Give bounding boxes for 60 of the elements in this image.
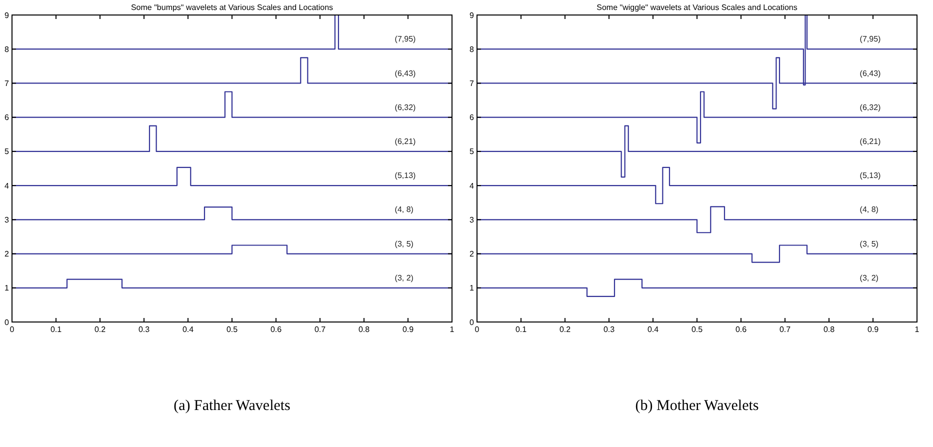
series-label: (7,95) bbox=[394, 34, 416, 44]
y-tick-label: 3 bbox=[470, 215, 475, 224]
x-tick-label: 1 bbox=[914, 325, 920, 334]
x-tick-label: 0.1 bbox=[50, 325, 62, 334]
x-tick-label: 0.2 bbox=[559, 325, 572, 334]
x-tick-label: 0.8 bbox=[823, 325, 836, 334]
y-tick-label: 7 bbox=[470, 79, 475, 88]
x-tick-label: 0.1 bbox=[515, 325, 528, 334]
series-label: (6,32) bbox=[394, 102, 416, 112]
y-tick-label: 0 bbox=[470, 318, 475, 327]
series-label: (3, 2) bbox=[394, 273, 414, 282]
text: (a) Father Wavelets bbox=[174, 398, 291, 414]
series-label: (4, 8) bbox=[860, 205, 879, 214]
x-tick-label: 0.5 bbox=[226, 325, 238, 334]
y-tick-label: 3 bbox=[4, 215, 10, 224]
y-tick-label: 2 bbox=[4, 250, 10, 259]
x-tick-label: 0.2 bbox=[94, 325, 106, 334]
series-label: (4, 8) bbox=[394, 205, 414, 214]
x-tick-label: 0.5 bbox=[691, 325, 704, 334]
y-tick-label: 9 bbox=[470, 10, 475, 20]
y-tick-label: 4 bbox=[4, 181, 10, 190]
series-label: (6,21) bbox=[860, 137, 882, 146]
chart-title: Some "wiggle" wavelets at Various Scales and Locations bbox=[596, 3, 798, 12]
y-tick-label: 2 bbox=[470, 250, 475, 259]
y-tick-label: 8 bbox=[4, 44, 10, 54]
x-tick-label: 0.7 bbox=[779, 325, 792, 334]
series-label: (3, 5) bbox=[860, 239, 879, 248]
series-label: (5,13) bbox=[860, 171, 882, 180]
y-tick-label: 5 bbox=[4, 147, 10, 156]
series-label: (3, 2) bbox=[860, 273, 879, 282]
y-tick-label: 0 bbox=[4, 318, 10, 327]
series-label: (3, 5) bbox=[394, 239, 414, 248]
x-tick-label: 0.6 bbox=[270, 325, 282, 334]
y-tick-label: 5 bbox=[470, 147, 475, 156]
chart-title: Some "bumps" wavelets at Various Scales and Locations bbox=[130, 3, 334, 12]
y-tick-label: 7 bbox=[4, 79, 10, 88]
y-tick-label: 6 bbox=[4, 113, 10, 122]
x-tick-label: 0.3 bbox=[138, 325, 150, 334]
x-tick-label: 0.9 bbox=[402, 325, 414, 334]
series-label: (7,95) bbox=[860, 34, 882, 44]
y-tick-label: 8 bbox=[470, 44, 475, 54]
series-label: (6,43) bbox=[860, 68, 882, 78]
x-tick-label: 1 bbox=[450, 325, 455, 334]
y-tick-label: 1 bbox=[470, 284, 475, 293]
x-tick-label: 0.7 bbox=[314, 325, 326, 334]
x-tick-label: 0.6 bbox=[735, 325, 748, 334]
x-tick-label: 0.4 bbox=[182, 325, 194, 334]
y-tick-label: 4 bbox=[470, 181, 475, 190]
series-label: (5,13) bbox=[394, 171, 416, 180]
x-tick-label: 0.3 bbox=[603, 325, 616, 334]
y-tick-label: 1 bbox=[4, 284, 10, 293]
series-label: (6,21) bbox=[394, 137, 416, 146]
series-label: (6,43) bbox=[394, 68, 416, 78]
x-tick-label: 0.9 bbox=[867, 325, 880, 334]
series-label: (6,32) bbox=[860, 102, 882, 112]
x-tick-label: 0.8 bbox=[358, 325, 370, 334]
text: (b) Mother Wavelets bbox=[635, 398, 759, 414]
y-tick-label: 9 bbox=[4, 10, 10, 20]
x-tick-label: 0.4 bbox=[647, 325, 660, 334]
y-tick-label: 6 bbox=[470, 113, 475, 122]
